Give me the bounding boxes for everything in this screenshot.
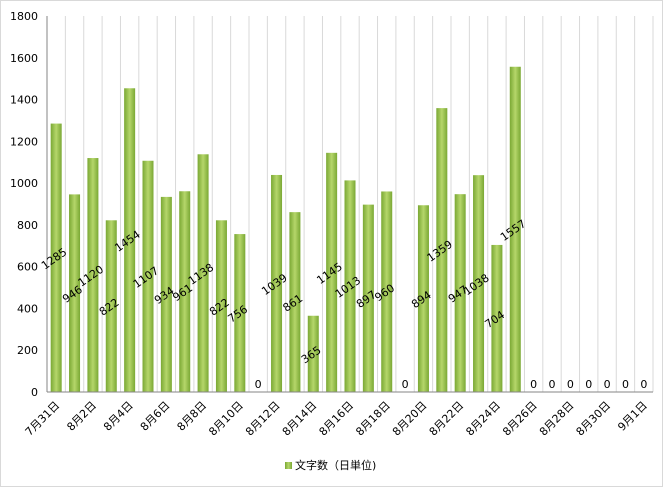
x-tick-label: 8月22日 [427, 399, 467, 439]
bar [271, 174, 283, 392]
y-tick-label: 1000 [10, 177, 38, 190]
axes [46, 16, 653, 393]
bar [436, 108, 448, 393]
y-tick-label: 1400 [10, 94, 38, 107]
data-label: 0 [604, 378, 611, 391]
x-tick-label: 8月24日 [463, 399, 503, 439]
data-label: 0 [622, 378, 629, 391]
bar [87, 158, 99, 392]
x-tick-label: 8月16日 [317, 399, 357, 439]
data-label: 822 [97, 296, 122, 319]
x-tick-label: 8月26日 [500, 399, 540, 439]
legend-label: 文字数（日単位) [295, 458, 376, 472]
x-tick-label: 8月28日 [537, 399, 577, 439]
x-tick-label: 8月4日 [101, 399, 136, 434]
x-tick-label: 8月10日 [206, 399, 246, 439]
legend: 文字数（日単位) [285, 458, 376, 472]
y-tick-label: 400 [17, 302, 38, 315]
bar [509, 66, 521, 392]
x-tick-label: 7月31日 [23, 399, 63, 439]
bar [105, 220, 117, 392]
data-label: 0 [640, 378, 647, 391]
y-tick-label: 1800 [10, 10, 38, 23]
bar [362, 204, 374, 392]
x-tick-label: 8月20日 [390, 399, 430, 439]
bar [160, 196, 172, 392]
x-tick-label: 9月1日 [615, 399, 650, 434]
bar [344, 180, 356, 392]
x-tick-label: 8月6日 [138, 399, 173, 434]
data-label: 0 [549, 378, 556, 391]
bar [381, 191, 393, 392]
data-label: 0 [585, 378, 592, 391]
x-tick-label: 8月30日 [574, 399, 614, 439]
bar [124, 88, 136, 392]
bar [142, 160, 154, 392]
x-tick-label: 8月8日 [175, 399, 210, 434]
x-tick-label: 8月18日 [353, 399, 393, 439]
data-label: 0 [567, 378, 574, 391]
y-tick-label: 1600 [10, 52, 38, 65]
y-tick-label: 1200 [10, 135, 38, 148]
bar [179, 191, 191, 392]
y-tick-label: 200 [17, 344, 38, 357]
x-tick-labels: 7月31日 8月2日 8月4日 8月6日 8月8日8月10日8月12日8月14日8月16… [23, 399, 650, 439]
data-label: 0 [402, 378, 409, 391]
bar [473, 175, 485, 392]
y-tick-label: 800 [17, 219, 38, 232]
bar [197, 154, 209, 392]
x-tick-label: 8月14日 [280, 399, 320, 439]
bar [50, 123, 62, 393]
bar [69, 194, 81, 392]
data-label: 0 [530, 378, 537, 391]
bar [234, 234, 246, 392]
bar [417, 205, 429, 392]
data-label: 704 [483, 308, 508, 331]
bar [289, 212, 301, 392]
y-tick-label: 600 [17, 261, 38, 274]
data-label: 894 [409, 288, 434, 311]
y-tick-label: 0 [31, 386, 38, 399]
bar [307, 315, 319, 392]
legend-swatch [285, 462, 292, 469]
y-tick-labels: 0 200 400 600 800 1000 1200 1400 1600 1800 [10, 10, 38, 399]
data-label: 0 [255, 378, 262, 391]
bars-group [50, 66, 521, 393]
x-tick-label: 8月12日 [243, 399, 283, 439]
x-tick-label: 8月2日 [64, 399, 99, 434]
bar [215, 220, 227, 392]
data-label: 365 [299, 344, 324, 367]
bar [326, 152, 338, 392]
grid-lines [64, 16, 654, 392]
bar [454, 194, 466, 392]
bar [491, 244, 503, 392]
